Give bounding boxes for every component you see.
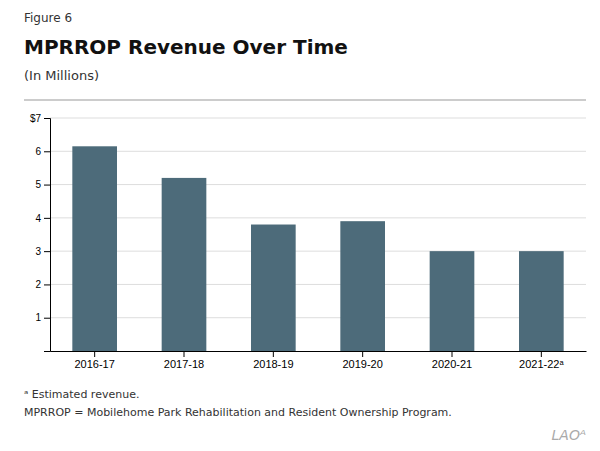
tick: $7 — [30, 113, 50, 124]
tick-mark — [44, 218, 50, 219]
footnote: ᵃ Estimated revenue. — [24, 388, 139, 401]
watermark: LAOᴬ — [552, 427, 586, 443]
tick-label: 2017-18 — [164, 358, 204, 370]
bar — [430, 251, 475, 351]
tick: 6 — [35, 146, 50, 157]
tick-mark — [44, 284, 50, 285]
tick-label: 5 — [35, 179, 41, 190]
tick-mark — [44, 318, 50, 319]
tick-mark — [44, 151, 50, 152]
grid-line — [50, 217, 586, 218]
tick: 3 — [35, 246, 50, 257]
tick-label: 2016-17 — [74, 358, 114, 370]
grid-line — [50, 151, 586, 152]
grid — [50, 118, 586, 318]
figure-label: Figure 6 — [24, 11, 72, 25]
subtitle: (In Millions) — [24, 68, 99, 83]
tick-label: 2 — [35, 279, 41, 290]
tick-mark — [452, 351, 453, 357]
tick-mark — [273, 351, 274, 357]
bar — [162, 178, 207, 351]
tick-mark — [184, 351, 185, 357]
tick-label: 2018-19 — [253, 358, 293, 370]
tick-mark — [541, 351, 542, 357]
grid-line — [50, 284, 586, 285]
tick-mark — [94, 351, 95, 357]
grid-line — [50, 317, 586, 318]
bar — [251, 225, 296, 351]
grid-line — [50, 251, 586, 252]
tick-label: 2019-20 — [342, 358, 382, 370]
tick: 2016-17 — [74, 351, 114, 370]
tick: 2017-18 — [164, 351, 204, 370]
tick-mark — [362, 351, 363, 357]
tick-mark — [44, 185, 50, 186]
tick: 2020-21 — [432, 351, 472, 370]
tick: 4 — [35, 213, 50, 224]
tick-label: 1 — [35, 312, 41, 323]
grid-line — [50, 184, 586, 185]
bars — [72, 146, 563, 351]
plot: 1 2 3 4 5 6 $7 2016-17 2017-18 2018-19 2019-20 2020… — [30, 113, 587, 370]
tick-label: 6 — [35, 146, 41, 157]
separator — [24, 100, 586, 101]
grid-line — [50, 118, 586, 119]
title: MPRROP Revenue Over Time — [24, 35, 348, 59]
tick: 2018-19 — [253, 351, 293, 370]
axis-line — [44, 119, 51, 352]
footnote: MPRROP = Mobilehome Park Rehabilitation … — [24, 406, 452, 419]
tick: 1 — [35, 312, 50, 323]
x-axis: 2016-17 2017-18 2018-19 2019-20 2020-21 2021-… — [51, 351, 587, 370]
tick: 2 — [35, 279, 50, 290]
tick-label: 2021-22ᵃ — [519, 358, 564, 370]
tick-mark — [44, 118, 50, 119]
tick-label: 2020-21 — [432, 358, 472, 370]
axis-line — [51, 351, 587, 352]
y-axis: 1 2 3 4 5 6 $7 — [30, 113, 51, 352]
tick: 2019-20 — [342, 351, 382, 370]
bar — [340, 221, 385, 351]
tick-label: 4 — [35, 213, 41, 224]
bar — [72, 146, 117, 351]
chart: Figure 6 MPRROP Revenue Over Time (In Mill… — [0, 0, 600, 451]
tick-label: 3 — [35, 246, 41, 257]
tick: 2021-22ᵃ — [519, 351, 564, 370]
bar — [519, 251, 564, 351]
tick: 5 — [35, 179, 50, 190]
tick-mark — [44, 251, 50, 252]
tick-label: $7 — [30, 113, 42, 124]
